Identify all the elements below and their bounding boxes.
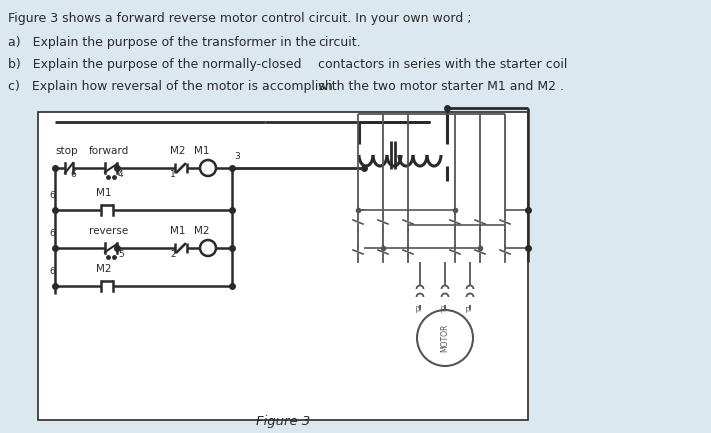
Text: M1: M1 (194, 146, 210, 156)
Text: forward: forward (89, 146, 129, 156)
Text: c)   Explain how reversal of the motor is accomplish: c) Explain how reversal of the motor is … (8, 80, 333, 93)
Text: M1: M1 (96, 188, 112, 198)
Text: T2: T2 (442, 304, 448, 313)
Text: reverse: reverse (89, 226, 128, 236)
Text: 2: 2 (170, 250, 176, 259)
Text: 3: 3 (234, 152, 240, 161)
Text: T1: T1 (467, 304, 473, 313)
Text: circuit.: circuit. (318, 36, 360, 49)
Text: M2: M2 (194, 226, 210, 236)
Text: 4: 4 (118, 170, 124, 179)
Bar (38, 112, 528, 420)
Text: M1: M1 (170, 226, 186, 236)
Text: M2: M2 (96, 264, 112, 274)
Text: contactors in series with the starter coil: contactors in series with the starter co… (318, 58, 567, 71)
Text: a)   Explain the purpose of the transformer in the: a) Explain the purpose of the transforme… (8, 36, 316, 49)
Text: 5: 5 (118, 250, 124, 259)
Text: 6: 6 (70, 170, 76, 179)
Text: 6: 6 (49, 229, 55, 238)
Text: 6: 6 (49, 267, 55, 276)
Text: Figure 3 shows a forward reverse motor control circuit. In your own word ;: Figure 3 shows a forward reverse motor c… (8, 12, 471, 25)
Text: b)   Explain the purpose of the normally-closed: b) Explain the purpose of the normally-c… (8, 58, 301, 71)
Text: Figure 3: Figure 3 (256, 415, 310, 428)
Text: with the two motor starter M1 and M2 .: with the two motor starter M1 and M2 . (318, 80, 564, 93)
Text: T3: T3 (417, 304, 423, 313)
Text: M2: M2 (170, 146, 186, 156)
Text: stop: stop (55, 146, 77, 156)
Text: MOTOR: MOTOR (441, 324, 449, 352)
Text: 1: 1 (170, 170, 176, 179)
Text: 6: 6 (49, 191, 55, 200)
